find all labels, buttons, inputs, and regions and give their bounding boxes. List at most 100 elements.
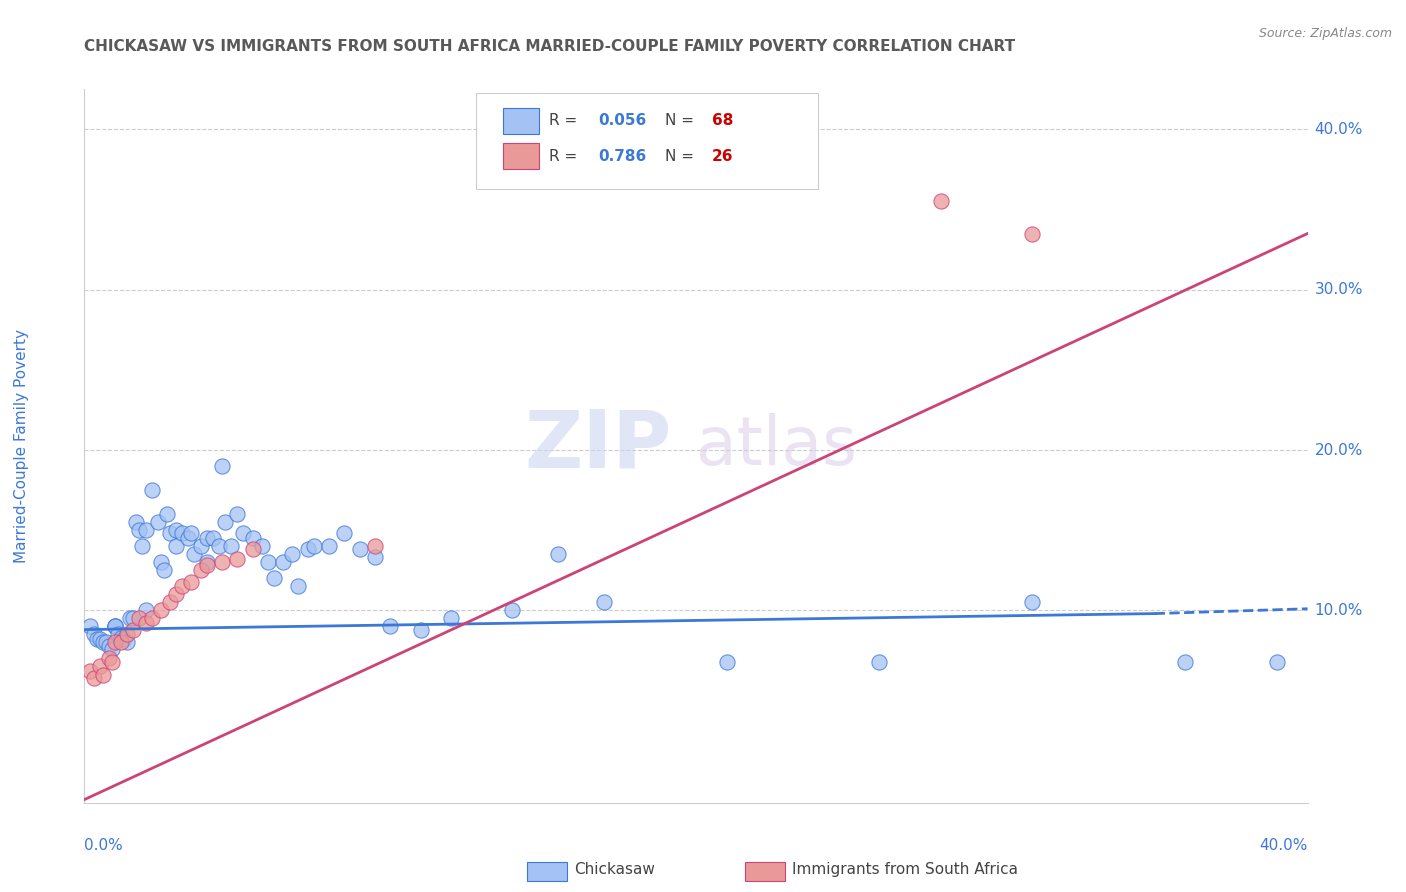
Point	[257, 555, 280, 569]
Point	[135, 616, 157, 631]
Point	[149, 603, 172, 617]
Point	[125, 515, 148, 529]
Point	[190, 563, 212, 577]
Point	[440, 611, 463, 625]
Point	[219, 539, 242, 553]
Point	[83, 671, 105, 685]
Point	[349, 542, 371, 557]
Text: N =: N =	[665, 113, 699, 128]
Point	[107, 627, 129, 641]
Point	[104, 619, 127, 633]
Point	[242, 531, 264, 545]
Point	[101, 655, 124, 669]
Point	[94, 635, 117, 649]
Point	[177, 531, 200, 545]
Point	[83, 627, 105, 641]
Point	[1021, 595, 1043, 609]
Point	[172, 579, 194, 593]
Point	[110, 635, 132, 649]
Point	[547, 547, 569, 561]
Point	[716, 655, 738, 669]
Text: Immigrants from South Africa: Immigrants from South Africa	[792, 863, 1018, 877]
Point	[89, 659, 111, 673]
Text: 40.0%: 40.0%	[1260, 838, 1308, 854]
Point	[929, 194, 952, 209]
Point	[104, 619, 127, 633]
Point	[122, 611, 145, 625]
Point	[128, 611, 150, 625]
Point	[302, 539, 325, 553]
Point	[195, 558, 218, 573]
FancyBboxPatch shape	[503, 109, 540, 134]
Text: Source: ZipAtlas.com: Source: ZipAtlas.com	[1258, 27, 1392, 40]
Point	[153, 563, 176, 577]
Point	[214, 515, 236, 529]
Point	[89, 632, 111, 647]
Text: 30.0%: 30.0%	[1315, 282, 1362, 297]
Point	[211, 458, 233, 473]
Point	[409, 623, 432, 637]
FancyBboxPatch shape	[475, 93, 818, 189]
Point	[159, 526, 181, 541]
Point	[281, 547, 304, 561]
Point	[869, 655, 891, 669]
Text: 40.0%: 40.0%	[1315, 122, 1362, 136]
Point	[180, 526, 202, 541]
Point	[128, 523, 150, 537]
Point	[110, 631, 132, 645]
Point	[135, 523, 157, 537]
Point	[86, 632, 108, 647]
Text: 10.0%: 10.0%	[1315, 603, 1362, 618]
Text: N =: N =	[665, 149, 699, 164]
Point	[250, 539, 273, 553]
Point	[156, 507, 179, 521]
Point	[120, 611, 142, 625]
Point	[112, 632, 135, 647]
Point	[146, 515, 169, 529]
Point	[271, 555, 294, 569]
Point	[208, 539, 231, 553]
Point	[242, 542, 264, 557]
Point	[380, 619, 402, 633]
Point	[180, 574, 202, 589]
Point	[190, 539, 212, 553]
Text: ZIP: ZIP	[524, 407, 672, 485]
Point	[101, 641, 124, 656]
Point	[104, 635, 127, 649]
Point	[97, 639, 120, 653]
Point	[364, 550, 387, 565]
Point	[1265, 655, 1288, 669]
Point	[195, 555, 218, 569]
Text: R =: R =	[550, 113, 582, 128]
Point	[226, 507, 249, 521]
Text: Married-Couple Family Poverty: Married-Couple Family Poverty	[14, 329, 28, 563]
Point	[135, 603, 157, 617]
Point	[91, 635, 114, 649]
Point	[115, 635, 138, 649]
Point	[165, 587, 187, 601]
Point	[183, 547, 205, 561]
Point	[1174, 655, 1197, 669]
Point	[79, 619, 101, 633]
Point	[91, 667, 114, 681]
Text: atlas: atlas	[696, 413, 856, 479]
Point	[593, 595, 616, 609]
Point	[364, 539, 387, 553]
Point	[297, 542, 319, 557]
Point	[333, 526, 356, 541]
Point	[165, 523, 187, 537]
Text: 0.0%: 0.0%	[84, 838, 124, 854]
Point	[502, 603, 524, 617]
Point	[141, 611, 163, 625]
Text: R =: R =	[550, 149, 582, 164]
Point	[149, 555, 172, 569]
Point	[79, 665, 101, 679]
Text: 26: 26	[711, 149, 734, 164]
Text: 20.0%: 20.0%	[1315, 442, 1362, 458]
FancyBboxPatch shape	[503, 144, 540, 169]
Point	[232, 526, 254, 541]
Point	[122, 623, 145, 637]
Point	[97, 651, 120, 665]
Point	[159, 595, 181, 609]
Point	[1021, 227, 1043, 241]
